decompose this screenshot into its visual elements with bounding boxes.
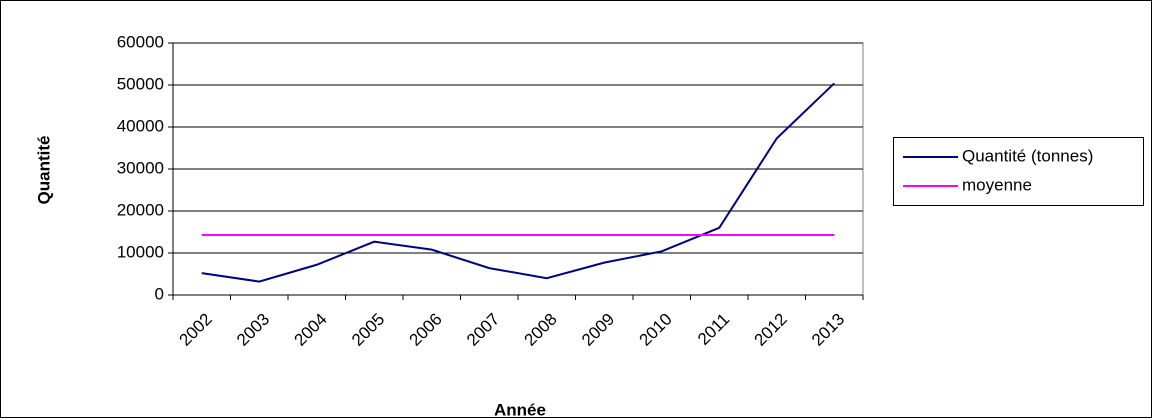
legend-label: moyenne <box>962 175 1032 194</box>
data-line <box>201 82 835 283</box>
legend-box <box>893 137 1144 206</box>
legend-label: Quantité (tonnes) <box>962 146 1093 165</box>
y-tick-label: 30000 <box>117 158 164 177</box>
y-tick-label: 40000 <box>117 116 164 135</box>
y-tick-label: 10000 <box>117 242 164 261</box>
x-axis-title: Année <box>494 400 546 419</box>
y-axis-title: Quantité <box>34 136 53 205</box>
y-tick-label: 50000 <box>117 74 164 93</box>
y-tick-label: 60000 <box>117 32 164 51</box>
y-tick-label: 20000 <box>117 200 164 219</box>
y-tick-label: 0 <box>155 284 164 303</box>
